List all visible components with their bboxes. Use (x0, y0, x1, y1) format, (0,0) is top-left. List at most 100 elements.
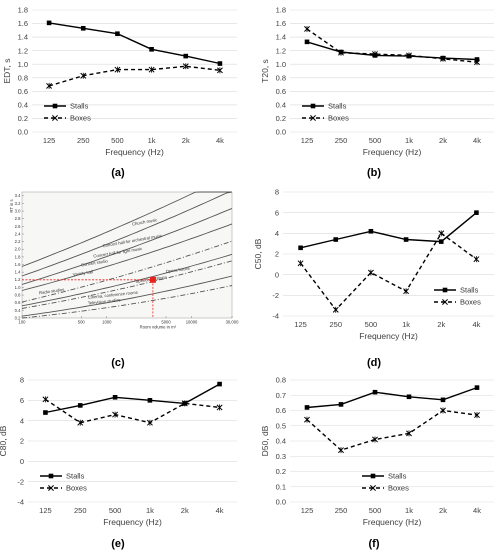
series-line-boxes (306, 409, 478, 451)
x-axis-label: Frequency (Hz) (363, 147, 422, 157)
x-tick-label: 4k (216, 506, 224, 515)
y-tick-label: 3.2 (15, 201, 21, 206)
x-tick-label: 1k (146, 506, 154, 515)
data-point-boxes (338, 447, 344, 454)
data-point-boxes (338, 49, 344, 56)
y-tick-label: 1.6 (18, 19, 28, 28)
data-point-boxes (440, 407, 446, 414)
x-axis-label: Frequency (Hz) (359, 331, 418, 341)
series-line-boxes (45, 398, 220, 424)
x-axis-label: Frequency (Hz) (103, 517, 162, 527)
x-tick-label: 500 (365, 320, 378, 329)
y-tick-label: 0.6 (276, 406, 286, 415)
data-point-boxes (77, 419, 84, 426)
data-point-stalls (46, 20, 52, 26)
data-point-boxes (406, 52, 412, 59)
rt-curve (21, 191, 233, 277)
y-tick-label: 0.8 (15, 292, 21, 297)
data-point-stalls (338, 402, 344, 407)
y-tick-label: 0.4 (18, 100, 28, 109)
legend-label: Stalls (328, 102, 347, 111)
y-tick-label: 0.8 (18, 73, 28, 82)
rt-curve (21, 275, 233, 317)
legend-marker (442, 287, 448, 293)
legend-label: Stalls (388, 472, 407, 481)
x-tick-label: 125 (301, 136, 314, 145)
y-tick-label: 1.4 (15, 270, 21, 275)
data-point-stalls (77, 403, 83, 408)
panel-label: (f) (369, 538, 380, 550)
x-tick-label: 2k (439, 506, 447, 515)
y-tick-label: 3.0 (15, 208, 21, 213)
y-tick-label: 0.4 (276, 437, 286, 446)
x-tick-label: 125 (43, 136, 56, 145)
data-point-boxes (182, 63, 189, 70)
y-tick-label: 0.3 (276, 452, 286, 461)
curve-label: Cinema, conference rooms (88, 290, 139, 300)
x-axis-label: Frequency (Hz) (363, 517, 422, 527)
data-point-boxes (403, 288, 410, 295)
y-tick-label: 2.4 (15, 231, 21, 236)
y-tick-label: 0.2 (276, 114, 286, 123)
data-point-boxes (216, 404, 223, 411)
data-point-boxes (372, 51, 378, 58)
legend-marker (48, 485, 54, 491)
y-tick-label: 2 (275, 250, 279, 259)
y-tick-label: 1.2 (276, 46, 286, 55)
y-tick-label: 0.0 (276, 128, 286, 137)
x-tick-label: 2k (182, 136, 190, 145)
y-tick-label: 1.6 (15, 262, 21, 267)
series-line-stalls (306, 41, 478, 61)
y-tick-label: 4 (20, 416, 24, 425)
y-tick-label: 2.6 (15, 224, 21, 229)
panel-label: (e) (111, 538, 125, 550)
y-tick-label: 1.2 (15, 277, 21, 282)
x-tick-label: 500 (111, 136, 124, 145)
data-point-boxes (440, 55, 446, 62)
panel-label: (b) (367, 167, 381, 179)
data-point-boxes (473, 256, 480, 263)
data-point-boxes (438, 230, 445, 237)
legend-marker (370, 473, 376, 479)
x-tick-label: 125 (301, 506, 314, 515)
y-tick-label: 2 (20, 437, 24, 446)
y-tick-label: 0.2 (15, 315, 21, 320)
legend-label: Boxes (328, 114, 349, 123)
curve-label: Television studios (88, 297, 121, 305)
legend-label: Stalls (70, 102, 89, 111)
y-axis-label: EDT, s (2, 58, 12, 83)
curve-label: Church music (132, 217, 158, 226)
y-tick-label: 0.8 (276, 376, 286, 385)
series-line-boxes (300, 232, 477, 311)
legend-label: Boxes (66, 484, 87, 493)
y-tick-label: 1.4 (276, 33, 286, 42)
data-point-boxes (80, 72, 87, 79)
x-tick-label: 500 (78, 320, 86, 325)
series-line-stalls (300, 212, 477, 249)
rt-curve (21, 207, 233, 285)
legend-marker (310, 115, 316, 121)
series-line-stalls (48, 22, 221, 65)
series-line-boxes (306, 28, 478, 63)
data-point-stalls (43, 410, 48, 415)
y-axis-label: RT in s (9, 199, 14, 212)
y-tick-label: 1.0 (15, 285, 21, 290)
x-tick-label: 4k (473, 136, 481, 145)
data-point-stalls (368, 228, 374, 234)
data-point-stalls (149, 47, 154, 52)
y-tick-label: 1.8 (276, 6, 286, 15)
y-tick-label: 0.6 (15, 300, 21, 305)
panel-e: -4 -2 0 2 4 6 8 125 250 500 1k 2k 4k Frequency (Hz) C8… (0, 376, 237, 550)
panel-b: 0.0 0.2 0.4 0.6 0.8 1.0 1.2 1.4 1.6 1.8 125 250 500 1… (260, 6, 494, 179)
y-axis-label: C50, dB (253, 238, 263, 269)
data-point-stalls (403, 237, 409, 242)
data-point-stalls (333, 237, 339, 242)
x-tick-label: 500 (109, 506, 122, 515)
x-axis-label: Frequency (Hz) (105, 147, 164, 157)
data-point-stalls (80, 26, 86, 31)
panel-label: (a) (111, 167, 125, 179)
y-tick-label: 8 (275, 188, 279, 197)
x-tick-label: 500 (369, 136, 382, 145)
panel-d: -4 -2 0 2 4 6 8 125 250 500 1k 2k 4k Frequency (Hz) C5… (253, 188, 494, 369)
